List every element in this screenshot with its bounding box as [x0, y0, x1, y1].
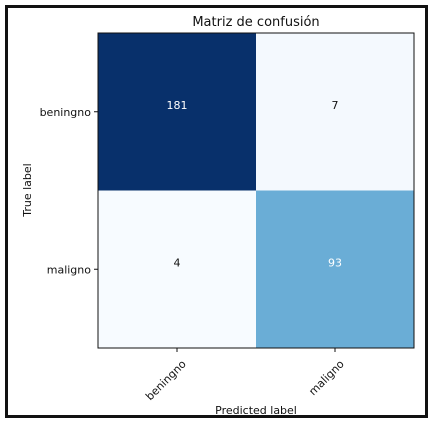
y-axis-label: True label — [21, 163, 34, 217]
matrix-cell-0-1 — [256, 33, 414, 191]
x-tick-label-1: maligno — [306, 357, 347, 398]
matrix-value-1-0: 4 — [174, 256, 181, 269]
matrix-cell-0-0 — [98, 33, 256, 191]
y-tick-label-1: maligno — [47, 263, 92, 276]
matrix-cell-1-1 — [256, 190, 414, 348]
x-axis-ticks: beningno maligno — [143, 348, 347, 403]
y-axis-ticks: beningno maligno — [40, 106, 98, 276]
matrix-cell-1-0 — [98, 190, 256, 348]
matrix-value-1-1: 93 — [328, 256, 342, 269]
chart-title: Matriz de confusión — [192, 15, 319, 30]
plot-border — [97, 32, 415, 349]
x-axis-label: Predicted label — [215, 404, 297, 417]
matrix-cells — [98, 33, 414, 348]
matrix-value-0-1: 7 — [332, 99, 339, 112]
matrix-cell-labels: 181 7 4 93 — [167, 99, 343, 270]
y-tick-label-0: beningno — [40, 106, 92, 119]
x-tick-label-0: beningno — [143, 357, 189, 403]
matrix-value-0-0: 181 — [167, 99, 188, 112]
